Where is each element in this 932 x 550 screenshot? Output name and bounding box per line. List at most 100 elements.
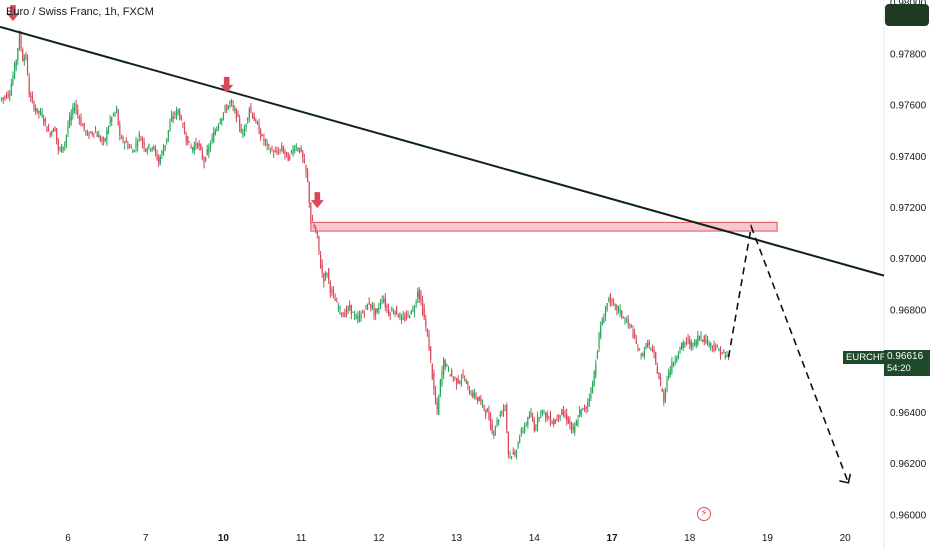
candle-body: [224, 106, 226, 111]
top-right-box[interactable]: [885, 4, 929, 26]
candle-body: [292, 148, 294, 154]
candle-body: [426, 330, 429, 334]
candle-body: [383, 299, 385, 302]
candle-body: [137, 143, 139, 146]
resistance-zone-layer: [310, 221, 778, 232]
candle-body: [99, 136, 101, 141]
candle-body: [409, 315, 411, 319]
candle-body: [70, 113, 72, 121]
candle-body: [33, 102, 35, 110]
candle-body: [15, 60, 17, 67]
candle-body: [609, 294, 611, 305]
candle-body: [20, 35, 22, 49]
candle-body: [46, 126, 48, 133]
candle-body: [553, 420, 555, 425]
time-tick-label: 18: [684, 533, 696, 544]
candle-body: [216, 127, 218, 132]
candle-body: [418, 289, 420, 299]
candle-body: [538, 417, 540, 419]
candle-body: [627, 319, 629, 323]
candle-body: [481, 401, 484, 404]
time-axis[interactable]: 6 7 10 11 12 13 14 17 18 19 20: [65, 533, 851, 544]
candle-body: [289, 156, 291, 160]
candle-body: [468, 390, 471, 395]
candle-body: [473, 392, 475, 397]
candle-body: [78, 117, 80, 120]
candle-body: [332, 290, 335, 295]
candle-body: [375, 308, 377, 316]
candle-body: [253, 116, 255, 121]
candle-body: [642, 354, 644, 356]
candle-body: [54, 128, 56, 132]
candle-body: [271, 147, 273, 151]
candle-body: [697, 336, 699, 345]
candle-body: [451, 370, 453, 376]
candle-body: [645, 343, 647, 348]
candle-body: [706, 337, 709, 344]
candle-body: [273, 153, 275, 155]
candle-body: [172, 116, 174, 120]
candle-body: [175, 109, 178, 117]
candle-body: [486, 408, 488, 413]
candle-body: [681, 343, 683, 349]
time-tick-label: 12: [373, 533, 385, 544]
candle-body: [400, 317, 403, 320]
candle-body: [570, 422, 573, 430]
candle-body: [373, 305, 375, 315]
candle-body: [250, 107, 252, 112]
candle-body: [718, 350, 720, 352]
candle-body: [329, 281, 331, 293]
candle-body: [434, 390, 437, 402]
candle-body: [391, 309, 393, 312]
lightning-icon[interactable]: ⚡: [697, 507, 711, 521]
price-tick-label: 0.97800: [890, 49, 927, 60]
candle-body: [585, 406, 587, 410]
candle-body: [279, 149, 281, 151]
candle-body: [700, 336, 702, 338]
candle-body: [648, 341, 650, 345]
candle-body: [4, 96, 6, 98]
candle-body: [47, 128, 50, 131]
candle-body: [588, 398, 590, 402]
candle-body: [613, 302, 615, 304]
candle-body: [65, 135, 67, 144]
candle-body: [287, 152, 289, 162]
candle-body: [363, 313, 365, 315]
candle-body: [211, 137, 213, 142]
candle-body: [318, 235, 320, 252]
candle-body: [119, 125, 121, 136]
candle-body: [666, 379, 668, 387]
candle-body: [724, 355, 726, 359]
candle-body: [392, 312, 395, 314]
candle-body: [290, 150, 293, 153]
candle-body: [64, 144, 66, 146]
candle-body: [77, 109, 79, 115]
candle-body: [467, 380, 469, 386]
candle-body: [643, 351, 645, 356]
candle-body: [349, 305, 351, 308]
candle-body: [345, 309, 348, 313]
candle-body: [723, 350, 725, 353]
candle-body: [455, 378, 458, 385]
candle-body: [417, 291, 419, 298]
candle-body: [677, 353, 679, 359]
candle-body: [386, 305, 388, 309]
candle-body: [96, 133, 98, 137]
candle-body: [582, 407, 584, 409]
candle-body: [232, 105, 234, 108]
candle-body: [593, 371, 595, 385]
candle-body: [658, 372, 660, 380]
candle-body: [328, 268, 330, 280]
candle-body: [67, 125, 69, 134]
candle-body: [635, 339, 637, 344]
trendline-layer[interactable]: [0, 25, 885, 277]
candle-body: [549, 415, 552, 424]
candle-body: [276, 151, 278, 153]
price-axis[interactable]: 0.980000.978000.976000.974000.972000.970…: [890, 0, 927, 521]
candle-body: [454, 377, 456, 379]
candle-body: [247, 118, 249, 121]
candle-body: [80, 117, 82, 126]
candle-body: [229, 101, 231, 105]
candle-body: [62, 146, 64, 150]
